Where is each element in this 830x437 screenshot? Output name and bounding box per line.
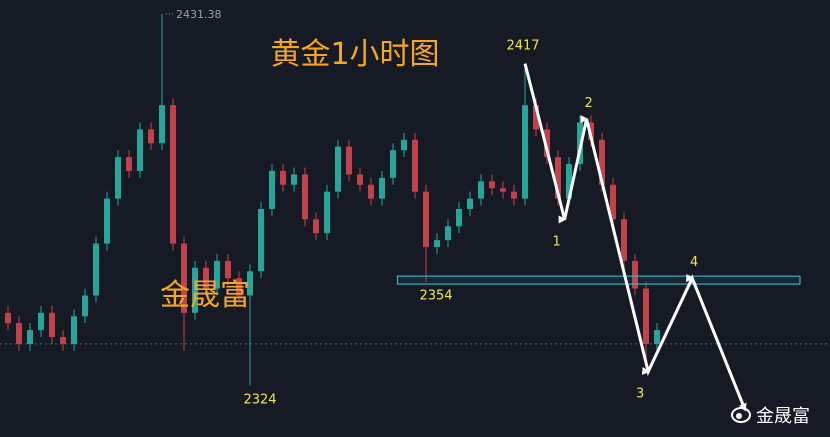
candle-body xyxy=(434,240,440,248)
candle-body xyxy=(16,323,22,344)
candle-body xyxy=(5,312,11,324)
wave-label: 3 xyxy=(636,387,644,402)
candle-body xyxy=(225,260,231,279)
candle-body xyxy=(291,174,297,185)
candle-body xyxy=(379,177,385,199)
corner-watermark: 金晟富 xyxy=(756,406,810,427)
candle-body xyxy=(214,260,220,289)
candle-body xyxy=(82,295,88,317)
candle-body xyxy=(368,184,374,199)
candle-body xyxy=(412,139,418,192)
candle-body xyxy=(148,129,154,144)
candle-body xyxy=(346,146,352,175)
candle-body xyxy=(324,191,330,234)
wave-label: 2 xyxy=(584,96,592,111)
wave-label: 1 xyxy=(552,234,560,249)
candle-body xyxy=(38,312,44,331)
candle-body xyxy=(115,157,121,199)
price-annotation: 2354 xyxy=(419,289,452,304)
candle-body xyxy=(302,174,308,220)
price-annotation: 2431.38 xyxy=(176,8,222,21)
candle-body xyxy=(280,170,286,185)
candle-body xyxy=(71,316,77,344)
candle-body xyxy=(258,208,264,272)
candle-body xyxy=(269,170,275,209)
plot: 2431.38 2417 2354 2324 1 2 3 4 xyxy=(0,8,830,412)
candle-body xyxy=(27,330,33,344)
candle-body xyxy=(203,267,209,289)
candle-body xyxy=(500,188,506,192)
candle-body xyxy=(247,271,253,296)
candle-body xyxy=(335,146,341,192)
price-annotation: 2417 xyxy=(506,39,539,54)
candle-body xyxy=(555,157,561,199)
candle-body xyxy=(478,181,484,199)
wave-label: 4 xyxy=(690,255,698,270)
candle-body xyxy=(654,330,660,344)
candle-body xyxy=(181,243,187,313)
candle-body xyxy=(236,278,242,296)
candle-body xyxy=(170,105,176,244)
candle-body xyxy=(104,198,110,244)
candle-body xyxy=(511,191,517,199)
candle-body xyxy=(126,157,132,171)
candle-body xyxy=(192,267,198,313)
chart-title: 黄金1小时图 xyxy=(270,37,439,72)
corner-logo: 金晟富 xyxy=(731,406,810,427)
candle-body xyxy=(467,198,473,209)
candle-body xyxy=(93,243,99,296)
watermark: 金晟富 xyxy=(160,278,250,313)
candle-body xyxy=(544,129,550,158)
candle-body xyxy=(522,105,528,199)
candle-body xyxy=(313,219,319,234)
candle-body xyxy=(621,219,627,261)
price-zone xyxy=(396,275,801,285)
candle-body xyxy=(390,150,396,178)
candle-body xyxy=(456,208,462,227)
wave-path xyxy=(523,63,747,412)
candle-body xyxy=(423,191,429,248)
candle-body xyxy=(401,139,407,151)
candle-body xyxy=(445,226,451,241)
candle-body xyxy=(49,312,55,338)
candle-body xyxy=(60,337,66,344)
candle-body xyxy=(643,288,649,344)
candle-body xyxy=(489,181,495,189)
price-annotation: 2324 xyxy=(243,392,276,407)
candle-body xyxy=(137,129,143,171)
candle-body xyxy=(357,174,363,185)
candle-body xyxy=(533,105,539,130)
candle-body xyxy=(159,105,165,144)
